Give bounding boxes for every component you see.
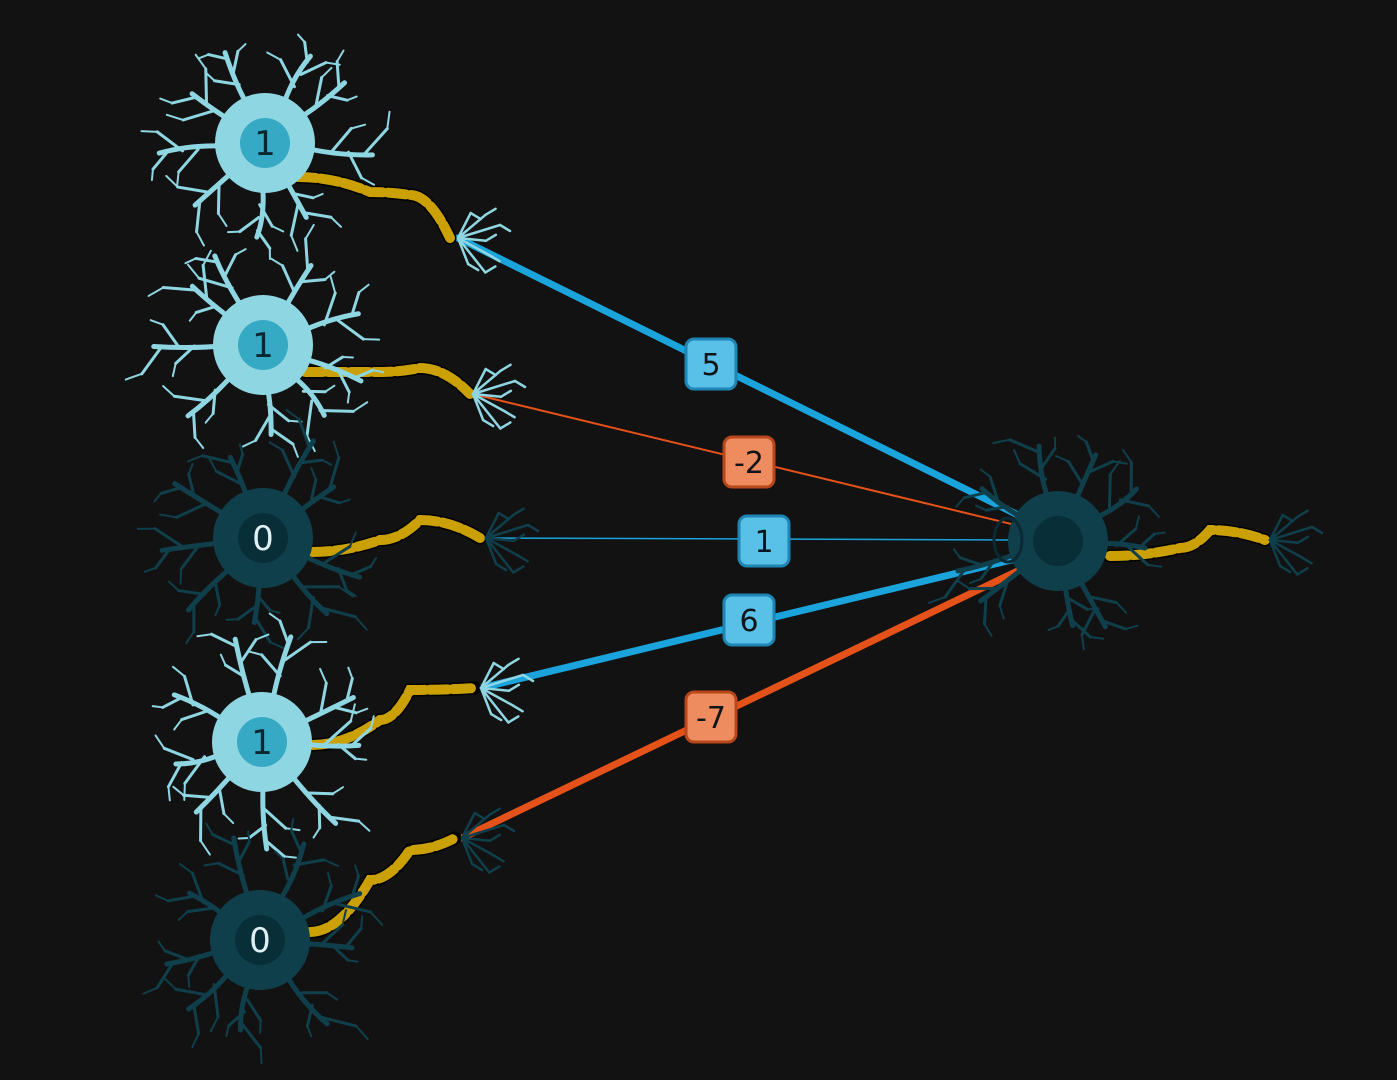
- weight-value: -2: [734, 446, 764, 481]
- axon-n3: [307, 514, 485, 557]
- weight-badge-box: [722, 435, 776, 489]
- connection-line-n5: [458, 562, 1032, 842]
- axon-n1: [293, 172, 455, 243]
- neuron-n3-nucleus: [238, 513, 288, 563]
- axon-out: [1105, 524, 1270, 561]
- neuron-value-label: 1: [254, 124, 276, 164]
- weight-badge-n2: -2: [722, 435, 776, 489]
- weight-badge-n1: 5: [684, 337, 738, 391]
- axon-terminal-n4: [479, 657, 535, 724]
- weight-value: 5: [701, 348, 720, 383]
- weight-badge-box: [684, 690, 738, 744]
- neuron-out-dendrites: [927, 435, 1166, 651]
- weight-badge-box: [684, 337, 738, 391]
- connection-line-n1: [454, 234, 1032, 524]
- connection-lines-layer: [454, 234, 1032, 842]
- neuron-value-label: 0: [252, 519, 274, 559]
- weight-badge-n3: 1: [737, 514, 791, 568]
- weight-badges-layer: 5 -2 1 6 -7: [684, 337, 791, 744]
- weight-value: 6: [739, 604, 758, 639]
- weight-value: 1: [754, 525, 773, 560]
- neuron-out-nucleus: [1033, 516, 1083, 566]
- axon-n4: [307, 683, 480, 750]
- axon-terminal-n2: [471, 363, 527, 430]
- neuron-n4-nucleus: [237, 717, 287, 767]
- neuron-value-label: 1: [252, 326, 274, 366]
- neurons-layer: 1 1 0 1 0: [124, 33, 1324, 1065]
- input-neuron-n5: 0: [142, 807, 516, 1065]
- weight-value: -7: [696, 701, 726, 736]
- neuron-n2-nucleus: [238, 320, 288, 370]
- input-neuron-n4: 1: [151, 612, 535, 859]
- neuron-n5-dendrites: [142, 818, 384, 1065]
- weight-badge-n5: -7: [684, 690, 738, 744]
- neuron-value-label: 1: [251, 723, 273, 763]
- neuron-value-label: 0: [249, 921, 271, 961]
- output-neuron: [927, 435, 1324, 651]
- neuron-n1-nucleus: [240, 118, 290, 168]
- neuron-n5-nucleus: [235, 915, 285, 965]
- weight-badge-box: [737, 514, 791, 568]
- weight-badge-n4: 6: [722, 593, 776, 647]
- axon-terminal-n3: [484, 507, 540, 574]
- axon-terminal-n5: [460, 807, 516, 874]
- input-neuron-n1: 1: [140, 33, 512, 274]
- synapse-ring: [992, 516, 1024, 564]
- input-neuron-n2: 1: [124, 223, 527, 458]
- axon-terminal-n1: [456, 207, 512, 274]
- axon-terminal-out: [1268, 509, 1324, 576]
- input-neuron-n3: 0: [136, 409, 540, 650]
- weight-badge-box: [722, 593, 776, 647]
- axon-n5: [305, 833, 460, 937]
